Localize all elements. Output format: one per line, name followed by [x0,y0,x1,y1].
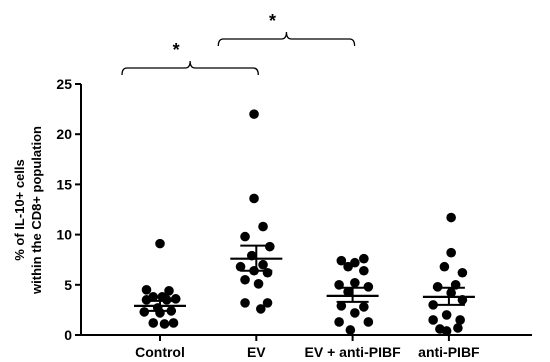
data-point-2-7 [363,282,374,292]
data-point-0-1 [141,285,152,295]
data-point-1-3 [240,231,250,242]
data-point-1-12 [262,298,273,308]
y-tick-label-15: 15 [56,176,72,192]
x-category-label-3: anti-PIBF [418,344,480,360]
data-point-1-0 [249,109,259,119]
y-axis-title-line-2: within the CD8+ population [29,126,44,295]
data-point-2-1 [336,255,347,266]
significance-label-1: * [269,11,276,31]
data-point-2-3 [343,261,353,272]
data-point-1-7 [258,259,268,270]
data-point-3-0 [446,212,456,223]
data-point-2-13 [363,317,374,327]
data-points [139,109,468,336]
data-point-3-13 [453,323,463,333]
data-point-1-9 [262,267,273,278]
significance-label-0: * [173,40,180,60]
data-point-3-11 [455,315,465,325]
y-tick-label-25: 25 [56,76,72,92]
x-category-label-2: EV + anti-PIBF [305,344,402,360]
data-point-0-14 [168,318,179,328]
data-point-3-14 [441,326,452,336]
y-tick-label-5: 5 [64,277,72,293]
data-point-0-13 [159,319,170,329]
data-point-1-4 [265,241,275,252]
data-point-0-5 [141,295,152,305]
y-tick-label-20: 20 [56,126,72,142]
data-point-3-3 [457,267,468,278]
mean-sem-bars [134,244,475,312]
data-point-1-14 [255,304,266,314]
data-point-1-2 [258,221,268,232]
data-point-0-10 [139,307,150,317]
data-point-0-0 [155,238,165,249]
data-point-2-0 [359,253,369,264]
x-category-label-0: Control [135,344,185,360]
data-point-2-9 [336,301,347,311]
data-point-3-2 [439,261,450,272]
y-axis-title: % of IL-10+ cells within the CD8+ popula… [12,126,44,295]
data-point-1-13 [240,298,250,308]
data-point-3-9 [441,310,452,320]
y-tick-label-0: 0 [64,327,72,343]
significance-brackets: ** [121,11,356,76]
data-point-2-12 [334,317,344,327]
data-point-2-4 [359,265,369,276]
data-point-2-11 [350,308,360,318]
x-category-labels: Control EV EV + anti-PIBF anti-PIBF [135,335,480,360]
data-point-1-10 [240,274,250,285]
data-point-0-6 [161,295,172,305]
data-point-1-11 [253,278,264,289]
data-point-3-1 [446,247,456,258]
data-point-1-6 [235,261,246,272]
significance-bracket-0 [121,60,259,76]
data-point-0-12 [148,318,159,328]
y-axis-title-line-1: % of IL-10+ cells [12,159,27,261]
data-point-0-2 [164,286,174,296]
data-point-2-8 [343,287,353,297]
y-ticks: 0 5 10 15 20 25 [56,76,81,343]
data-point-2-14 [345,325,356,335]
data-point-1-1 [249,193,259,204]
data-point-2-6 [350,277,360,288]
data-point-0-7 [170,294,181,304]
data-point-3-5 [432,282,443,292]
significance-bracket-1 [217,31,356,47]
y-tick-label-10: 10 [56,227,72,243]
data-point-3-10 [428,315,438,325]
x-category-label-1: EV [247,344,266,360]
data-point-2-10 [359,302,369,312]
